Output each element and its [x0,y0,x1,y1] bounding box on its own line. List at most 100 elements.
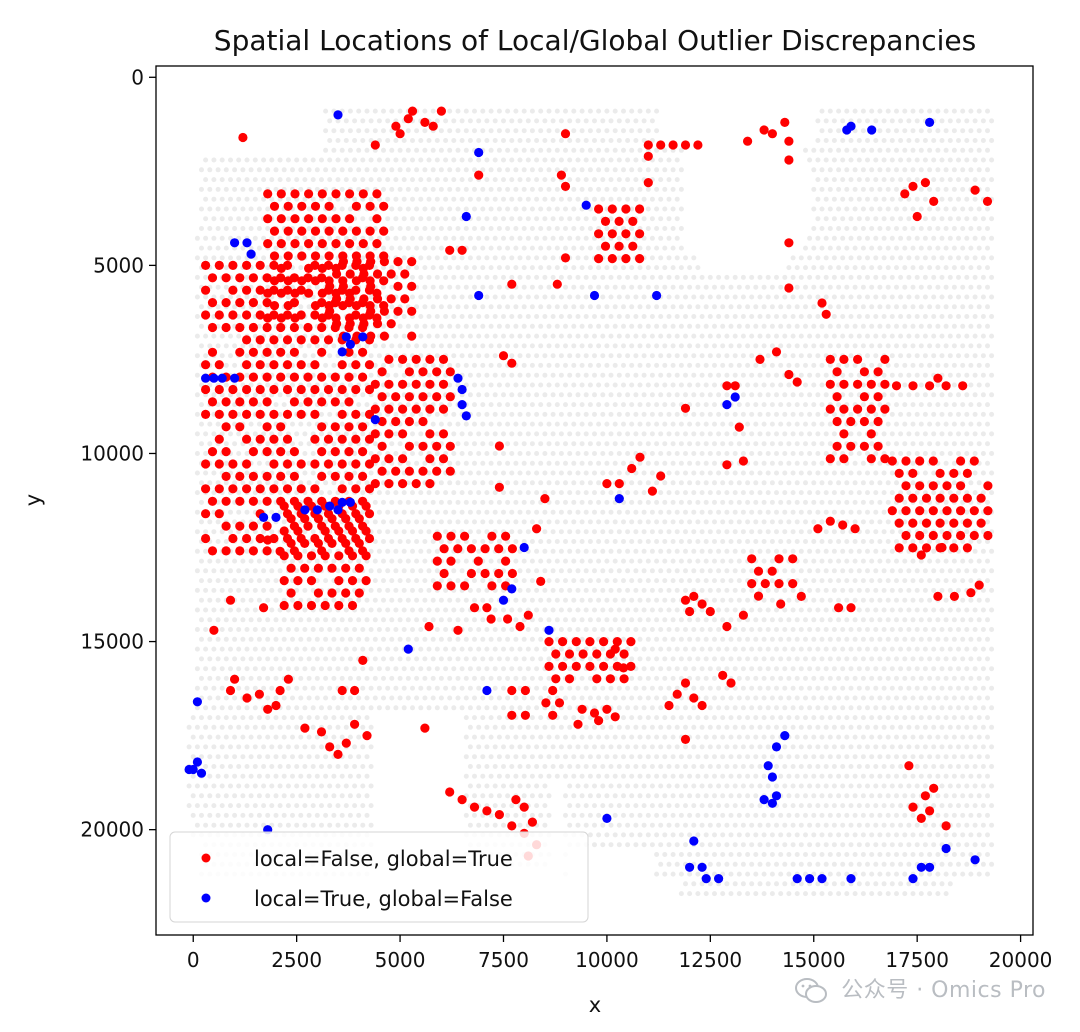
background-spot [600,333,606,339]
background-spot [761,441,767,447]
background-spot [509,607,515,613]
background-spot [980,255,986,261]
background-spot [401,587,407,593]
background-spot [894,186,899,192]
background-spot [869,558,875,564]
background-spot [422,265,428,271]
background-spot [484,392,490,398]
background-spot [563,480,568,486]
background-spot [335,392,341,398]
background-spot [873,470,879,476]
background-spot [567,529,573,535]
background-spot [852,206,858,212]
background-spot [873,411,879,417]
background-spot [347,226,353,231]
background-spot [368,470,374,476]
background-spot [600,607,606,613]
background-spot [678,539,684,544]
background-spot [869,167,875,173]
background-spot [273,245,279,251]
background-spot [807,157,813,163]
background-spot [467,490,473,496]
background-spot [414,343,420,349]
background-spot [989,470,995,476]
background-spot [472,421,477,427]
background-spot [654,343,660,349]
background-spot [749,333,755,339]
background-spot [790,255,796,261]
background-spot [985,441,990,447]
background-spot [438,323,444,329]
background-spot [956,274,961,280]
background-spot [501,392,506,398]
background-spot [918,265,924,271]
background-spot [815,451,821,456]
background-spot [248,617,254,623]
background-spot [443,314,449,319]
background-spot [736,636,742,642]
background-spot [885,265,891,271]
background-spot [459,118,465,124]
background-spot [662,578,668,584]
background-spot [674,568,680,574]
background-spot [207,226,213,231]
background-spot [683,333,688,339]
background-spot [368,235,374,241]
background-spot [637,441,643,447]
background-spot [529,402,535,408]
background-spot [248,597,254,603]
background-spot [244,646,250,652]
background-spot [902,343,908,349]
background-spot [943,304,949,310]
background-spot [368,548,374,554]
background-spot [501,235,506,241]
background-spot [587,519,593,525]
background-spot [712,460,717,466]
background-spot [455,362,461,368]
background-spot [265,167,271,173]
background-spot [906,568,912,574]
background-spot [563,147,568,153]
background-spot [583,529,589,535]
background-spot [592,568,597,574]
background-spot [529,480,535,486]
background-spot [894,636,899,642]
background-spot [240,578,246,584]
background-spot [856,627,862,632]
background-spot [815,196,821,202]
background-spot [885,421,891,427]
background-spot [678,167,684,173]
background-spot [587,578,593,584]
background-spot [972,607,978,613]
background-spot [724,490,730,496]
background-spot [753,441,759,447]
background-spot [695,265,701,271]
background-spot [513,206,519,212]
background-spot [621,362,626,368]
background-spot [922,314,928,319]
background-spot [695,499,701,505]
background-spot [513,499,519,505]
background-spot [529,558,535,564]
background-spot [815,627,821,632]
background-spot [645,402,651,408]
background-spot [232,441,238,447]
background-spot [236,216,242,222]
background-spot [683,255,688,261]
background-spot [989,118,995,124]
background-spot [616,607,622,613]
background-spot [985,343,990,349]
background-spot [980,568,986,574]
background-spot [467,372,473,378]
background-spot [625,196,631,202]
background-spot [521,441,527,447]
background-spot [203,548,209,554]
background-spot [285,196,291,202]
background-spot [426,646,432,652]
background-spot [389,578,395,584]
background-spot [989,235,995,241]
background-spot [927,402,933,408]
background-spot [575,548,581,554]
background-spot [261,529,267,535]
background-spot [443,235,449,241]
